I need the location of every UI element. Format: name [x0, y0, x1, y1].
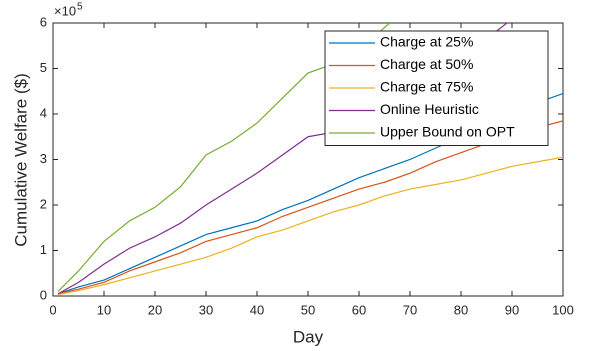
x-tick-label: 60 [352, 302, 366, 317]
x-tick-label: 50 [301, 302, 315, 317]
series-line [57, 120, 563, 295]
x-tick-label: 40 [250, 302, 264, 317]
legend-label: Charge at 50% [380, 56, 473, 72]
x-tick-label: 0 [49, 302, 56, 317]
y-axis-label: Cumulative Welfare ($) [11, 73, 30, 247]
x-axis-label: Day [293, 327, 324, 346]
x-tick-label: 70 [403, 302, 417, 317]
y-tick-label: 1 [40, 242, 47, 257]
y-tick-label: 3 [40, 151, 47, 166]
legend-label: Online Heuristic [380, 101, 479, 117]
y-tick-label: 2 [40, 196, 47, 211]
x-tick-label: 20 [148, 302, 162, 317]
legend-label: Charge at 25% [380, 34, 473, 50]
legend-label: Charge at 75% [380, 79, 473, 95]
x-tick-label: 80 [454, 302, 468, 317]
y-tick-label: 6 [40, 14, 47, 29]
y-tick-label: 0 [40, 287, 47, 302]
x-tick-label: 100 [552, 302, 574, 317]
legend-label: Upper Bound on OPT [380, 124, 515, 140]
y-multiplier-exponent: 5 [77, 2, 83, 13]
y-tick-label: 4 [40, 105, 47, 120]
y-multiplier: ×10 [54, 3, 76, 18]
x-tick-label: 90 [505, 302, 519, 317]
y-tick-label: 5 [40, 60, 47, 75]
series-line [57, 156, 563, 296]
x-tick-label: 10 [97, 302, 111, 317]
x-tick-label: 30 [199, 302, 213, 317]
